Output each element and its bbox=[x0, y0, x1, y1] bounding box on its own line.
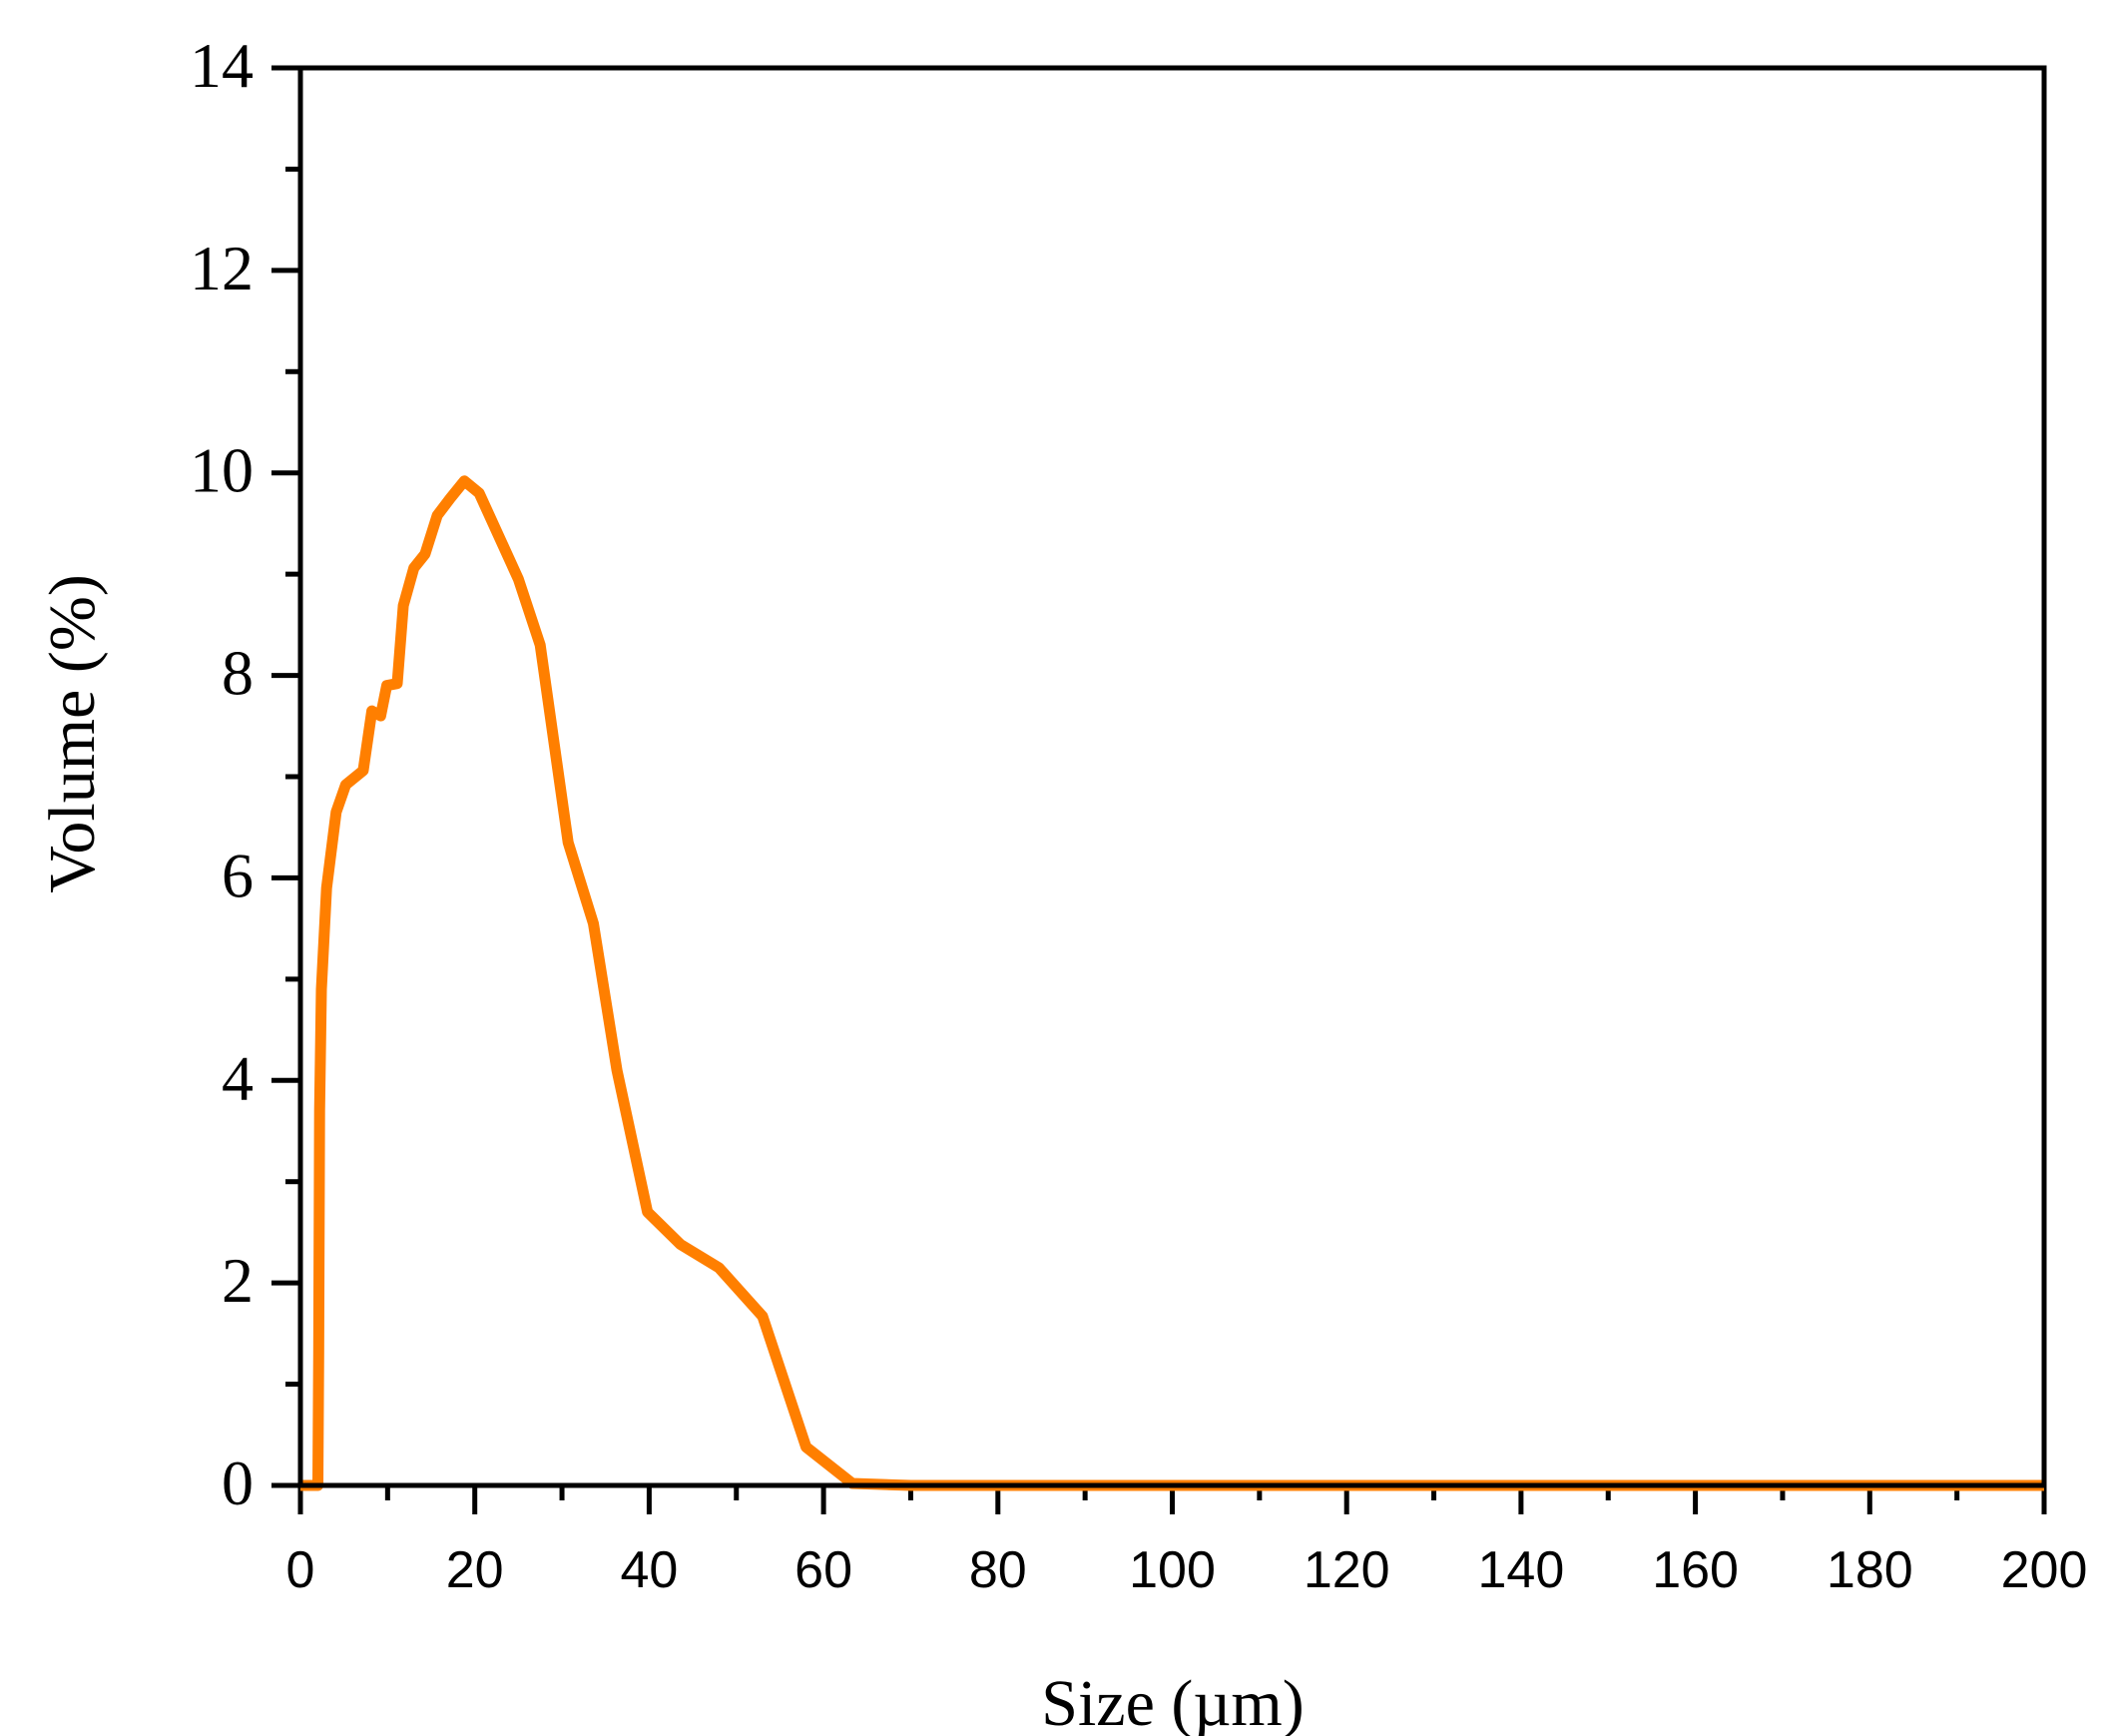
x-tick-label: 100 bbox=[1129, 1541, 1216, 1599]
x-tick-label: 200 bbox=[2001, 1541, 2088, 1599]
y-tick-label: 0 bbox=[222, 1447, 254, 1518]
y-tick-label: 4 bbox=[222, 1042, 254, 1113]
x-tick-label: 0 bbox=[286, 1541, 315, 1599]
x-axis-label: Size (µm) bbox=[1041, 1667, 1304, 1736]
y-tick-label: 6 bbox=[222, 840, 254, 910]
x-tick-label: 160 bbox=[1652, 1541, 1739, 1599]
volume-series-line bbox=[300, 475, 2044, 1491]
y-axis-label: Volume (%) bbox=[36, 574, 109, 893]
x-tick-label: 20 bbox=[446, 1541, 504, 1599]
x-axis-tick-labels: 0 20 40 60 80 100 120 140 160 180 200 bbox=[286, 1541, 2088, 1599]
y-tick-label: 8 bbox=[222, 638, 254, 709]
plot-frame bbox=[297, 65, 2047, 1488]
x-tick-label: 60 bbox=[794, 1541, 852, 1599]
x-tick-label: 140 bbox=[1478, 1541, 1565, 1599]
x-tick-label: 40 bbox=[620, 1541, 678, 1599]
y-tick-label: 12 bbox=[190, 233, 254, 303]
y-tick-label: 2 bbox=[222, 1245, 254, 1316]
x-tick-label: 80 bbox=[969, 1541, 1027, 1599]
x-tick-label: 180 bbox=[1827, 1541, 1913, 1599]
y-tick-label: 14 bbox=[190, 30, 254, 101]
y-axis-tick-labels: 0 2 4 6 8 10 12 14 bbox=[190, 30, 254, 1518]
y-tick-label: 10 bbox=[190, 435, 254, 506]
x-tick-label: 120 bbox=[1304, 1541, 1390, 1599]
